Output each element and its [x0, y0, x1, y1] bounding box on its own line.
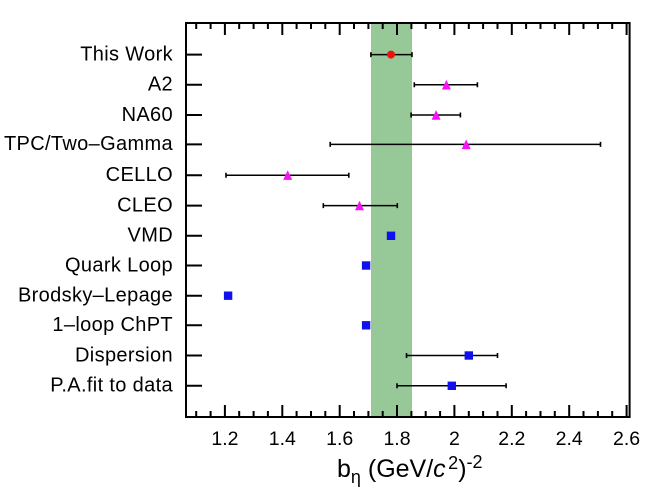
svg-text:VMD: VMD [128, 225, 174, 247]
svg-text:bη (GeV/c2)-2: bη (GeV/c 2)-2 [337, 452, 483, 487]
svg-text:Quark Loop: Quark Loop [65, 254, 173, 276]
svg-text:1–loop ChPT: 1–loop ChPT [52, 314, 173, 336]
svg-text:2.2: 2.2 [498, 428, 525, 450]
svg-text:1.2: 1.2 [211, 428, 238, 450]
svg-text:Brodsky–Lepage: Brodsky–Lepage [18, 285, 173, 307]
svg-text:1.6: 1.6 [326, 428, 353, 450]
svg-text:1.4: 1.4 [269, 428, 296, 450]
svg-text:A2: A2 [148, 74, 173, 96]
svg-text:P.A.fit to data: P.A.fit to data [50, 375, 173, 397]
svg-text:NA60: NA60 [122, 104, 173, 126]
svg-text:TPC/Two–Gamma: TPC/Two–Gamma [4, 133, 174, 155]
svg-text:2: 2 [449, 428, 460, 450]
svg-text:Dispersion: Dispersion [75, 344, 173, 366]
svg-text:CELLO: CELLO [106, 164, 173, 186]
svg-text:2.4: 2.4 [556, 428, 583, 450]
svg-text:1.8: 1.8 [383, 428, 410, 450]
svg-text:This Work: This Work [80, 43, 173, 65]
svg-text:CLEO: CLEO [117, 194, 173, 216]
svg-text:2.6: 2.6 [613, 428, 640, 450]
